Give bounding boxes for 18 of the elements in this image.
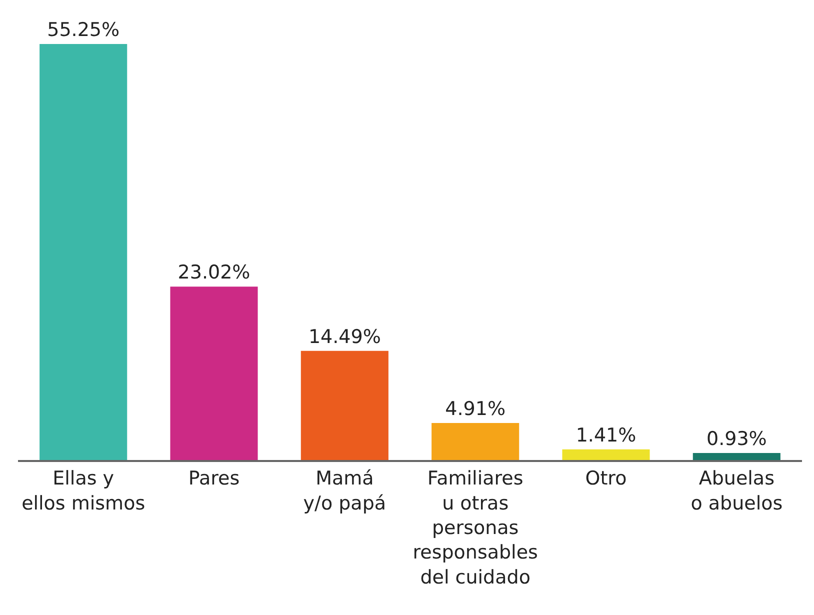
data-label: 4.91% xyxy=(445,398,506,420)
data-label: 55.25% xyxy=(47,19,120,41)
bar xyxy=(170,286,258,460)
x-tick-label: Otro xyxy=(585,468,627,490)
bar xyxy=(692,453,780,460)
bar xyxy=(300,350,388,460)
x-tick-label: Ellas y ellos mismos xyxy=(22,468,146,514)
data-label: 14.49% xyxy=(308,326,381,348)
x-tick-label: Abuelas o abuelos xyxy=(690,468,783,514)
data-label: 1.41% xyxy=(576,424,636,446)
data-label: 23.02% xyxy=(178,262,250,284)
x-tick-label: Pares xyxy=(188,468,240,490)
x-tick-label: Familiares u otras personas responsables del cuidado xyxy=(412,468,538,588)
x-tick-label: Mamá y/o papá xyxy=(303,468,386,514)
bar xyxy=(562,449,650,460)
data-label: 0.93% xyxy=(706,428,767,450)
bar xyxy=(40,44,128,460)
bar xyxy=(432,423,520,460)
